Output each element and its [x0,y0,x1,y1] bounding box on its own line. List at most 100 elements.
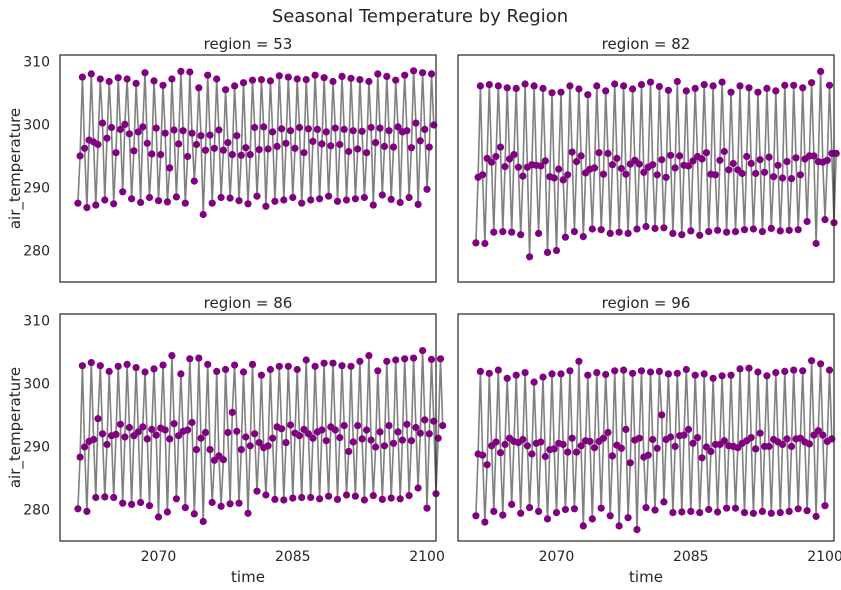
facet-panel: region = 96 2070 2085 2100 time [457,294,841,586]
data-point [354,422,362,430]
data-point [794,226,802,234]
data-point [369,201,377,209]
data-point [660,224,668,232]
data-point [673,77,681,86]
series-line [475,71,837,257]
data-point [199,210,207,219]
data-point [177,370,185,378]
data-point [237,151,245,159]
data-point [814,427,822,435]
data-point [172,495,180,503]
data-point [244,200,252,208]
data-point [499,511,507,519]
data-point [503,374,511,382]
data-point [629,85,637,93]
data-point [671,164,679,172]
data-point [667,151,675,159]
data-point [512,371,520,379]
data-point [105,367,113,375]
data-point [421,125,429,133]
data-point [776,508,784,517]
data-point [590,164,599,172]
data-point [817,360,825,368]
data-point [597,226,605,234]
data-point [396,495,404,503]
data-point [729,159,737,168]
data-point [150,77,158,85]
data-point [96,362,104,370]
data-point [235,197,243,205]
data-point [785,226,793,234]
data-point [213,367,221,375]
data-point [298,199,306,207]
data-point [255,146,263,154]
data-point [678,231,686,239]
data-point [92,493,100,502]
data-point [705,228,713,236]
data-point [787,442,796,450]
data-point [163,508,171,516]
data-point [521,369,529,377]
data-point [349,438,357,446]
data-point [684,425,693,433]
axes-frame [457,54,835,283]
data-point [555,165,563,173]
data-point [329,77,337,86]
data-point [188,418,196,427]
data-point [154,197,163,205]
data-point [651,224,659,232]
data-point [128,195,136,203]
data-point [590,444,599,452]
data-point [302,356,310,364]
data-point [143,139,151,147]
data-point [613,154,621,162]
data-point [94,415,102,423]
x-tick-label: 2100 [409,549,445,565]
data-point [723,504,731,512]
axes-frame [59,313,437,542]
data-point [251,123,259,132]
data-point [378,191,386,199]
data-point [588,515,596,523]
data-point [365,77,373,86]
data-point [501,440,509,449]
data-point [423,504,431,512]
data-point [403,420,411,428]
data-point [351,195,359,203]
data-point [253,487,261,495]
data-point [269,434,277,442]
data-point [530,82,538,90]
data-point [262,491,270,499]
data-point [738,169,746,178]
data-point [170,420,178,428]
data-point [427,355,436,363]
data-point [731,504,740,512]
data-point [570,505,579,513]
data-point [231,82,239,90]
data-point [792,154,800,162]
data-point [794,505,802,513]
data-point [711,171,720,179]
data-point [338,72,346,80]
data-point [166,164,174,172]
data-point [385,422,393,430]
data-point [624,229,632,237]
data-point [427,70,436,78]
data-point [763,84,771,92]
data-point [123,75,131,83]
data-point [772,369,780,377]
data-point [526,253,534,261]
data-point [622,170,630,178]
data-point [812,512,820,521]
data-point [754,368,762,376]
data-point [743,152,751,161]
y-tick-label: 280 [23,243,50,259]
data-point [637,367,646,375]
data-point [145,502,154,510]
data-point [210,144,218,152]
data-point [740,226,749,234]
data-point [588,225,596,233]
data-point [519,172,527,180]
data-point [246,151,254,159]
